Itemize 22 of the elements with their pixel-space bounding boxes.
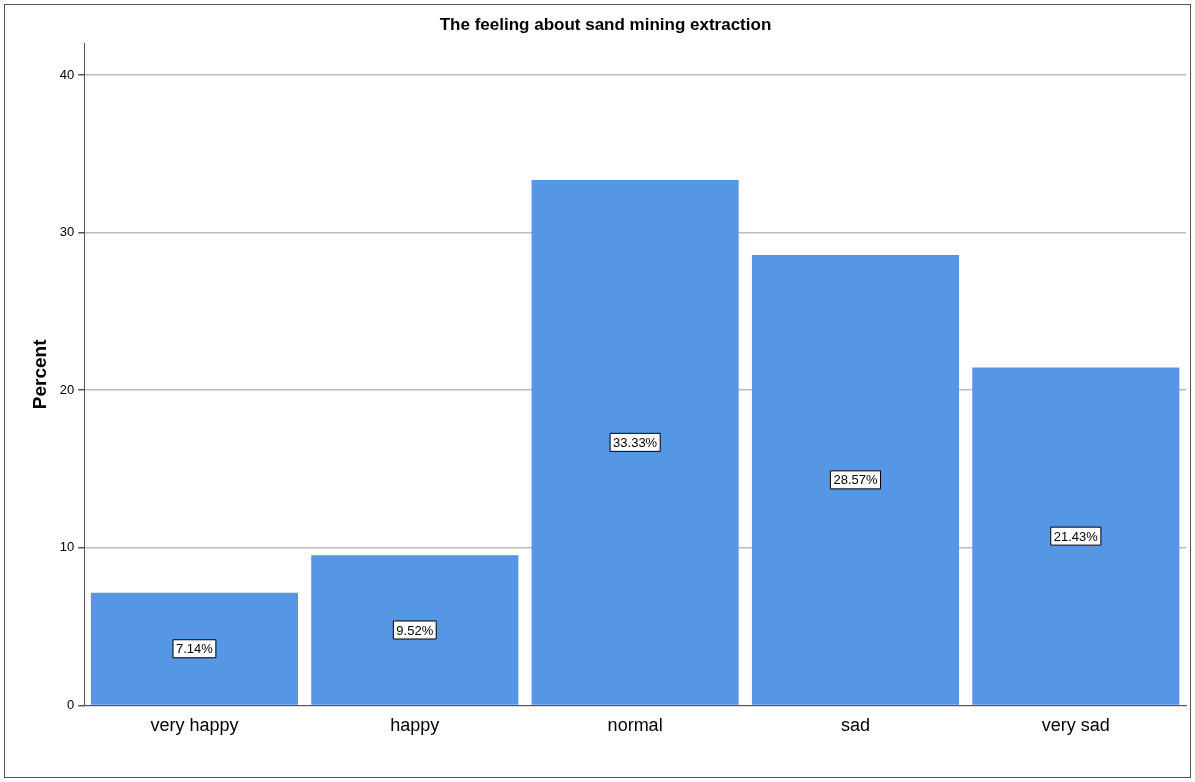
data-label: 7.14%: [176, 641, 214, 657]
bar: [90, 592, 298, 705]
data-label: 28.57%: [833, 472, 878, 488]
x-tick-label: very sad: [1041, 715, 1110, 736]
chart-title: The feeling about sand mining extraction: [439, 14, 772, 34]
bar: [531, 180, 739, 705]
y-axis-title: Percent: [28, 338, 50, 410]
y-tick-label: 10: [59, 539, 75, 555]
x-tick-label: very happy: [150, 715, 239, 736]
x-tick-label: sad: [840, 715, 870, 736]
bar: [311, 555, 519, 705]
y-tick-label: 20: [59, 381, 75, 397]
y-tick-label: 30: [59, 224, 75, 240]
bar: [972, 367, 1180, 705]
bar: [751, 255, 960, 705]
data-label: 9.52%: [396, 622, 434, 638]
x-tick-label: normal: [607, 715, 663, 736]
y-tick-label: 0: [67, 696, 75, 712]
data-label: 21.43%: [1053, 528, 1099, 544]
x-tick-label: happy: [390, 715, 440, 736]
data-label: 33.33%: [613, 434, 658, 450]
y-tick-label: 40: [59, 66, 75, 82]
